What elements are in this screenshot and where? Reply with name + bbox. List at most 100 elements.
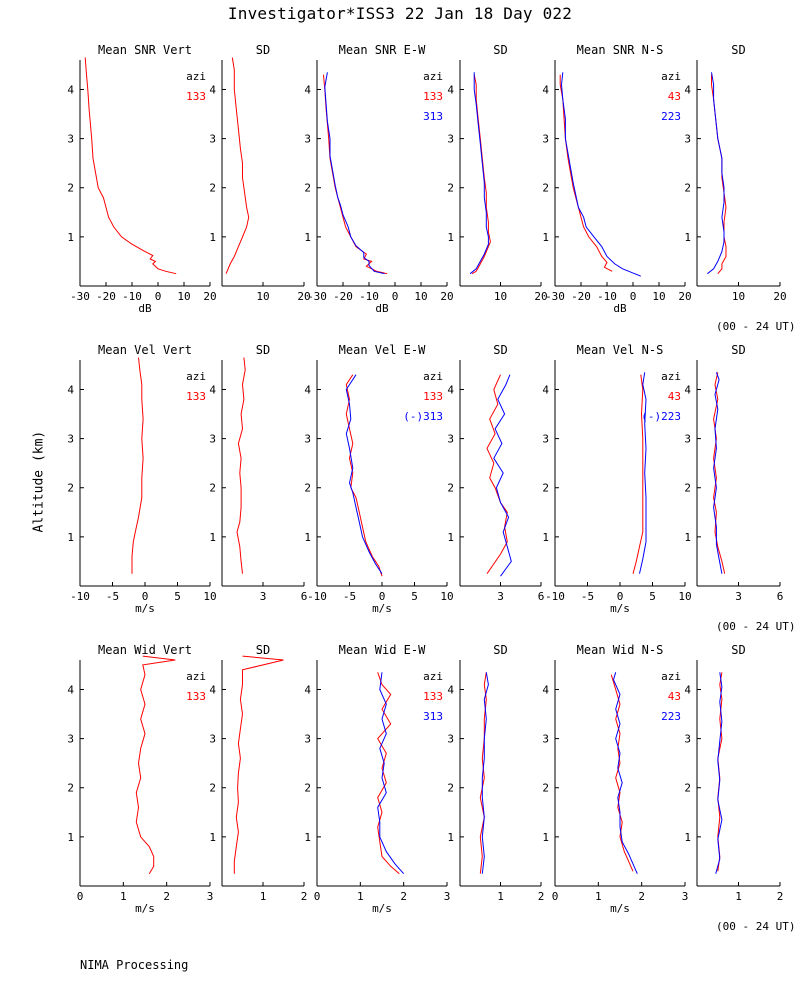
p16-legend-entry: 43 — [668, 690, 681, 703]
p6-title: Mean Vel Vert — [98, 343, 192, 357]
p0-legend-entry: 133 — [186, 90, 206, 103]
p17-title: SD — [731, 643, 745, 657]
p6-xtick-label: 0 — [142, 590, 149, 603]
p4-series-red — [559, 74, 613, 272]
p7-xtick-label: 3 — [260, 590, 267, 603]
p6-xtick-label: 5 — [174, 590, 181, 603]
p0-ytick-label: 3 — [67, 133, 74, 146]
p8-series-blue — [345, 374, 383, 574]
time-range-label-row3: (00 - 24 UT) — [716, 920, 796, 933]
p10-xtick-label: -5 — [581, 590, 594, 603]
p8-title: Mean Vel E-W — [339, 343, 426, 357]
p7-ytick-label: 1 — [209, 531, 216, 544]
p3-ytick-label: 2 — [447, 182, 454, 195]
p5-title: SD — [731, 43, 745, 57]
p15-ytick-label: 4 — [447, 683, 454, 696]
p12-legend-header: azi — [186, 670, 206, 683]
p6-legend-entry: 133 — [186, 390, 206, 403]
p2-series-red — [323, 74, 388, 275]
p16-legend-entry: 223 — [661, 710, 681, 723]
p0-xtick-label: 20 — [203, 290, 216, 303]
p12-legend-entry: 133 — [186, 690, 206, 703]
p9-ytick-label: 2 — [447, 482, 454, 495]
p0-xtick-label: 0 — [155, 290, 162, 303]
p4-xtick-label: 20 — [678, 290, 691, 303]
p9-ytick-label: 3 — [447, 433, 454, 446]
p16-xtick-label: 1 — [595, 890, 602, 903]
p4-xtick-label: -20 — [571, 290, 591, 303]
p8-xtick-label: -5 — [343, 590, 356, 603]
p4-xtick-label: -30 — [545, 290, 565, 303]
p7-title: SD — [256, 343, 270, 357]
p11-ytick-label: 3 — [684, 433, 691, 446]
p0-xlabel: dB — [138, 302, 152, 315]
p2-xtick-label: 20 — [440, 290, 453, 303]
p11-xtick-label: 3 — [735, 590, 742, 603]
p10-xlabel: m/s — [610, 602, 630, 615]
p13-ytick-label: 4 — [209, 683, 216, 696]
p14-ytick-label: 2 — [304, 782, 311, 795]
p8-ytick-label: 3 — [304, 433, 311, 446]
p9-series-red — [486, 374, 508, 574]
p12-series-red — [135, 655, 176, 874]
p17-xtick-label: 2 — [777, 890, 784, 903]
p16-ytick-label: 3 — [542, 733, 549, 746]
p7-series-red — [236, 357, 246, 574]
p10-series-blue — [639, 372, 647, 574]
p1-ytick-label: 4 — [209, 83, 216, 96]
p11-series-blue — [713, 372, 723, 574]
p10-series-red — [632, 374, 644, 574]
p6-legend-header: azi — [186, 370, 206, 383]
p5-ytick-label: 1 — [684, 231, 691, 244]
p17-ytick-label: 3 — [684, 733, 691, 746]
page-title: Investigator*ISS3 22 Jan 18 Day 022 — [227, 4, 573, 23]
p15-ytick-label: 1 — [447, 831, 454, 844]
p11-xtick-label: 6 — [777, 590, 784, 603]
p8-xtick-label: 5 — [411, 590, 418, 603]
p6-series-red — [131, 357, 144, 574]
p0-xtick-label: -30 — [70, 290, 90, 303]
p9-xtick-label: 6 — [538, 590, 545, 603]
p16-title: Mean Wid N-S — [577, 643, 664, 657]
p13-xtick-label: 1 — [260, 890, 267, 903]
p15-xtick-label: 1 — [497, 890, 504, 903]
p4-ytick-label: 4 — [542, 83, 549, 96]
p16-ytick-label: 1 — [542, 831, 549, 844]
footer-text: NIMA Processing — [80, 958, 189, 972]
p2-xtick-label: -30 — [307, 290, 327, 303]
p12-ytick-label: 2 — [67, 782, 74, 795]
p0-xtick-label: -20 — [96, 290, 116, 303]
p3-ytick-label: 4 — [447, 83, 454, 96]
p9-series-blue — [493, 374, 512, 577]
p2-title: Mean SNR E-W — [339, 43, 426, 57]
p11-ytick-label: 4 — [684, 383, 691, 396]
p14-series-blue — [377, 672, 405, 875]
p0-ytick-label: 2 — [67, 182, 74, 195]
p14-ytick-label: 3 — [304, 733, 311, 746]
p0-legend-header: azi — [186, 70, 206, 83]
p10-ytick-label: 2 — [542, 482, 549, 495]
p14-xtick-label: 3 — [444, 890, 451, 903]
p10-xtick-label: 0 — [617, 590, 624, 603]
p2-xtick-label: -10 — [359, 290, 379, 303]
p3-series-red — [471, 74, 491, 275]
p15-series-blue — [481, 672, 489, 874]
p8-legend-entry: (-)313 — [403, 410, 443, 423]
p5-ytick-label: 3 — [684, 133, 691, 146]
p14-ytick-label: 1 — [304, 831, 311, 844]
p4-legend-entry: 43 — [668, 90, 681, 103]
p1-xtick-label: 20 — [297, 290, 310, 303]
p6-xlabel: m/s — [135, 602, 155, 615]
p1-title: SD — [256, 43, 270, 57]
p9-ytick-label: 4 — [447, 383, 454, 396]
p0-ytick-label: 1 — [67, 231, 74, 244]
p17-series-blue — [715, 672, 723, 874]
p8-legend-entry: 133 — [423, 390, 443, 403]
p15-xtick-label: 2 — [538, 890, 545, 903]
p12-xlabel: m/s — [135, 902, 155, 915]
p5-xtick-label: 20 — [773, 290, 786, 303]
p0-title: Mean SNR Vert — [98, 43, 192, 57]
p4-xlabel: dB — [613, 302, 627, 315]
p12-title: Mean Wid Vert — [98, 643, 192, 657]
p8-xtick-label: 0 — [379, 590, 386, 603]
